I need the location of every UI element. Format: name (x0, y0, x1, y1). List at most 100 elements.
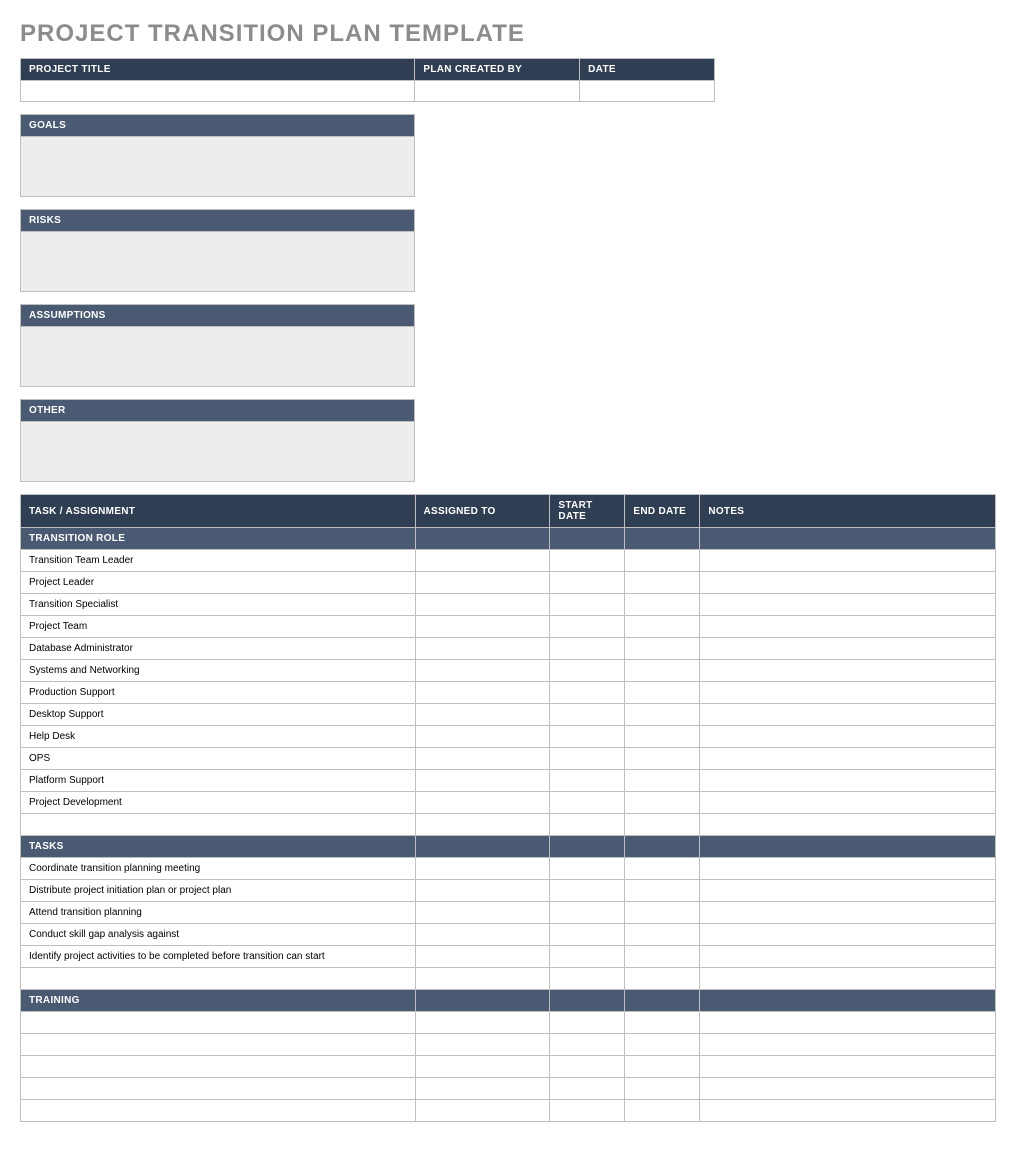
task-cell[interactable] (625, 682, 700, 704)
task-cell[interactable] (700, 638, 996, 660)
task-label[interactable]: Coordinate transition planning meeting (21, 858, 416, 880)
task-cell[interactable] (550, 946, 625, 968)
blank-cell[interactable] (700, 1012, 996, 1034)
task-label[interactable]: Project Development (21, 792, 416, 814)
task-label[interactable]: Systems and Networking (21, 660, 416, 682)
blank-cell[interactable] (625, 1034, 700, 1056)
task-cell[interactable] (700, 594, 996, 616)
task-cell[interactable] (415, 660, 550, 682)
task-cell[interactable] (700, 704, 996, 726)
task-cell[interactable] (415, 572, 550, 594)
task-label[interactable]: Project Leader (21, 572, 416, 594)
task-cell[interactable] (625, 704, 700, 726)
task-cell[interactable] (550, 704, 625, 726)
task-cell[interactable] (415, 704, 550, 726)
task-cell[interactable] (700, 792, 996, 814)
task-cell[interactable] (415, 858, 550, 880)
blank-cell[interactable] (21, 1034, 416, 1056)
blank-cell[interactable] (625, 1078, 700, 1100)
task-cell[interactable] (550, 550, 625, 572)
task-cell[interactable] (625, 792, 700, 814)
task-cell[interactable] (550, 770, 625, 792)
blank-cell[interactable] (21, 814, 416, 836)
task-cell[interactable] (700, 880, 996, 902)
blank-cell[interactable] (415, 1078, 550, 1100)
task-cell[interactable] (415, 770, 550, 792)
task-label[interactable]: OPS (21, 748, 416, 770)
task-cell[interactable] (415, 682, 550, 704)
task-label[interactable]: Transition Team Leader (21, 550, 416, 572)
task-cell[interactable] (550, 902, 625, 924)
blank-cell[interactable] (700, 1078, 996, 1100)
task-cell[interactable] (415, 748, 550, 770)
task-cell[interactable] (700, 924, 996, 946)
blank-cell[interactable] (625, 814, 700, 836)
task-cell[interactable] (550, 572, 625, 594)
task-label[interactable]: Project Team (21, 616, 416, 638)
other-value[interactable] (21, 422, 415, 482)
blank-cell[interactable] (21, 1100, 416, 1122)
task-cell[interactable] (625, 726, 700, 748)
task-cell[interactable] (415, 638, 550, 660)
task-cell[interactable] (625, 572, 700, 594)
task-cell[interactable] (415, 946, 550, 968)
task-cell[interactable] (550, 682, 625, 704)
blank-cell[interactable] (700, 1056, 996, 1078)
info-value-creator[interactable] (415, 81, 580, 102)
blank-cell[interactable] (550, 814, 625, 836)
blank-cell[interactable] (550, 1056, 625, 1078)
blank-cell[interactable] (21, 1056, 416, 1078)
task-label[interactable]: Attend transition planning (21, 902, 416, 924)
task-cell[interactable] (700, 902, 996, 924)
task-cell[interactable] (550, 858, 625, 880)
blank-cell[interactable] (700, 1100, 996, 1122)
task-label[interactable]: Distribute project initiation plan or pr… (21, 880, 416, 902)
task-cell[interactable] (550, 792, 625, 814)
task-cell[interactable] (550, 748, 625, 770)
task-cell[interactable] (700, 572, 996, 594)
assumptions-value[interactable] (21, 327, 415, 387)
blank-cell[interactable] (550, 1078, 625, 1100)
blank-cell[interactable] (700, 1034, 996, 1056)
blank-cell[interactable] (21, 1078, 416, 1100)
task-cell[interactable] (625, 638, 700, 660)
task-cell[interactable] (625, 770, 700, 792)
task-cell[interactable] (700, 660, 996, 682)
blank-cell[interactable] (625, 1100, 700, 1122)
task-cell[interactable] (550, 638, 625, 660)
task-cell[interactable] (550, 924, 625, 946)
task-cell[interactable] (700, 550, 996, 572)
task-label[interactable]: Production Support (21, 682, 416, 704)
info-value-date[interactable] (580, 81, 715, 102)
info-value-title[interactable] (21, 81, 415, 102)
blank-cell[interactable] (625, 1056, 700, 1078)
task-cell[interactable] (700, 770, 996, 792)
task-cell[interactable] (625, 550, 700, 572)
task-cell[interactable] (415, 594, 550, 616)
task-cell[interactable] (415, 924, 550, 946)
goals-value[interactable] (21, 137, 415, 197)
task-cell[interactable] (625, 880, 700, 902)
task-cell[interactable] (625, 946, 700, 968)
blank-cell[interactable] (415, 968, 550, 990)
task-label[interactable]: Desktop Support (21, 704, 416, 726)
blank-cell[interactable] (415, 1012, 550, 1034)
task-cell[interactable] (415, 616, 550, 638)
task-cell[interactable] (700, 946, 996, 968)
blank-cell[interactable] (21, 968, 416, 990)
risks-value[interactable] (21, 232, 415, 292)
task-cell[interactable] (550, 616, 625, 638)
task-label[interactable]: Help Desk (21, 726, 416, 748)
task-cell[interactable] (550, 660, 625, 682)
blank-cell[interactable] (550, 1012, 625, 1034)
task-cell[interactable] (550, 594, 625, 616)
task-cell[interactable] (700, 748, 996, 770)
blank-cell[interactable] (550, 1100, 625, 1122)
task-cell[interactable] (625, 902, 700, 924)
blank-cell[interactable] (415, 814, 550, 836)
task-label[interactable]: Identify project activities to be comple… (21, 946, 416, 968)
blank-cell[interactable] (700, 814, 996, 836)
task-cell[interactable] (625, 660, 700, 682)
task-cell[interactable] (625, 858, 700, 880)
blank-cell[interactable] (550, 968, 625, 990)
